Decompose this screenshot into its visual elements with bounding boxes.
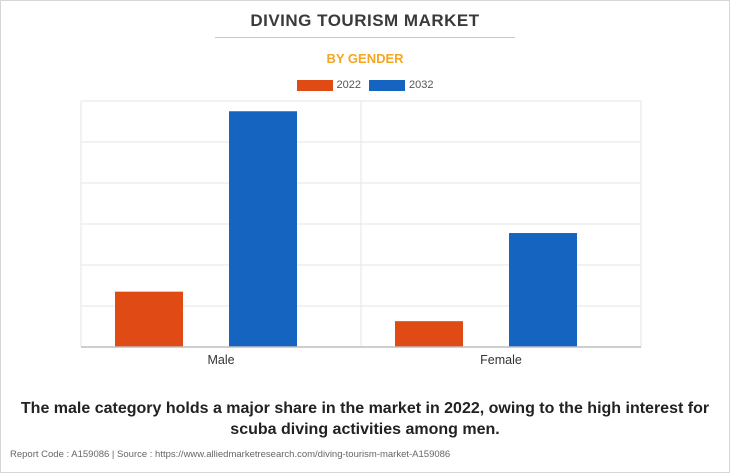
bar-chart: Male Female — [80, 100, 642, 367]
x-tick-label-female: Female — [480, 353, 522, 367]
legend-swatch-2022 — [296, 79, 333, 91]
legend-swatch-2032 — [369, 79, 405, 91]
chart-caption: The male category holds a major share in… — [20, 400, 710, 438]
title-divider — [215, 37, 515, 38]
bar-male-2022 — [115, 291, 183, 347]
legend-label-2032: 2032 — [409, 79, 434, 91]
bar-female-2022 — [395, 321, 463, 347]
legend-item-2022[interactable]: 2022 — [296, 79, 361, 91]
chart-subtitle: BY GENDER — [326, 51, 404, 66]
chart-title: DIVING TOURISM MARKET — [250, 11, 480, 30]
chart-legend: 2022 2032 — [0, 79, 730, 91]
bar-male-2032 — [229, 111, 297, 347]
x-tick-label-male: Male — [207, 353, 234, 367]
legend-label-2022: 2022 — [336, 79, 361, 91]
legend-item-2032[interactable]: 2032 — [369, 79, 433, 91]
bar-female-2032 — [509, 233, 577, 347]
report-footer: Report Code : A159086 | Source : https:/… — [10, 449, 451, 460]
